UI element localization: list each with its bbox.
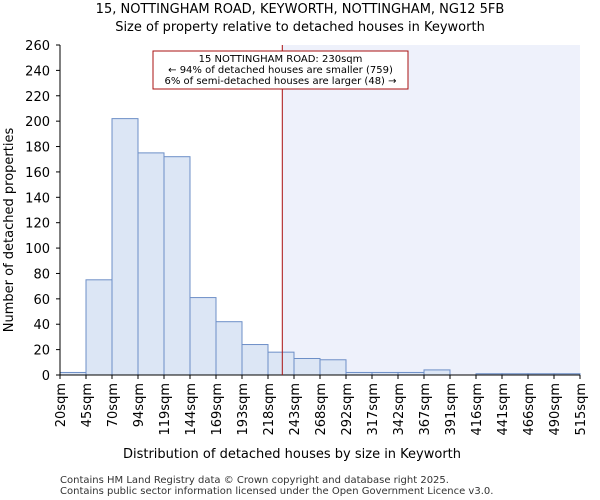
y-axis-label: Number of detached properties [2,128,17,333]
y-tick-label: 120 [25,217,50,232]
y-tick-label: 40 [33,318,50,333]
x-tick-label: 367sqm [418,383,433,436]
x-tick-label: 119sqm [158,383,173,436]
x-tick-label: 193sqm [236,383,251,436]
chart-title: 15, NOTTINGHAM ROAD, KEYWORTH, NOTTINGHA… [96,2,505,17]
annotation-title: 15 NOTTINGHAM ROAD: 230sqm [199,54,363,65]
x-tick-label: 94sqm [132,383,147,427]
x-tick-label: 416sqm [470,383,485,436]
y-tick-label: 0 [42,369,50,384]
histogram-bar [85,279,113,376]
x-tick-label: 391sqm [444,383,459,436]
histogram-bar [163,156,191,376]
y-tick-label: 160 [25,166,50,181]
annotation-box [152,50,409,90]
x-tick-label: 490sqm [548,383,563,436]
x-tick-label: 441sqm [496,383,511,436]
x-tick-label: 466sqm [522,383,537,436]
annotation-smaller: ← 94% of detached houses are smaller (75… [168,65,393,76]
y-tick-label: 260 [25,39,50,54]
histogram-bar [111,118,139,376]
y-tick-label: 200 [25,115,50,130]
larger-region-shade [282,45,580,375]
histogram-bar [189,297,217,376]
y-tick-label: 240 [25,64,50,79]
x-tick-label: 20sqm [54,383,69,427]
x-tick-label: 268sqm [314,383,329,436]
footer-line-2: Contains public sector information licen… [60,486,493,497]
x-tick-label: 169sqm [210,383,225,436]
x-tick-label: 342sqm [392,383,407,436]
x-axis-label: Distribution of detached houses by size … [123,447,461,462]
footer-line-1: Contains HM Land Registry data © Crown c… [60,475,449,486]
x-tick-label: 70sqm [106,383,121,427]
y-tick-label: 140 [25,191,50,206]
y-tick-label: 60 [33,293,50,308]
histogram-bar [137,152,165,376]
chart-subtitle: Size of property relative to detached ho… [115,20,485,35]
x-tick-label: 144sqm [184,383,199,436]
x-tick-label: 218sqm [262,383,277,436]
x-tick-label: 243sqm [288,383,303,436]
y-tick-label: 220 [25,90,50,105]
y-tick-label: 100 [25,242,50,257]
histogram-bar [319,359,347,376]
annotation-larger: 6% of semi-detached houses are larger (4… [164,76,396,87]
y-tick-label: 20 [33,344,50,359]
x-tick-label: 317sqm [366,383,381,436]
histogram-bar [241,344,269,376]
histogram-bar [267,351,295,376]
x-tick-label: 45sqm [80,383,95,427]
y-tick-label: 80 [33,267,50,282]
x-tick-label: 292sqm [340,383,355,436]
histogram-bar [293,358,321,376]
y-tick-label: 180 [25,141,50,156]
histogram-bar [215,321,243,376]
histogram-bar [423,369,451,376]
x-tick-label: 515sqm [574,383,589,436]
